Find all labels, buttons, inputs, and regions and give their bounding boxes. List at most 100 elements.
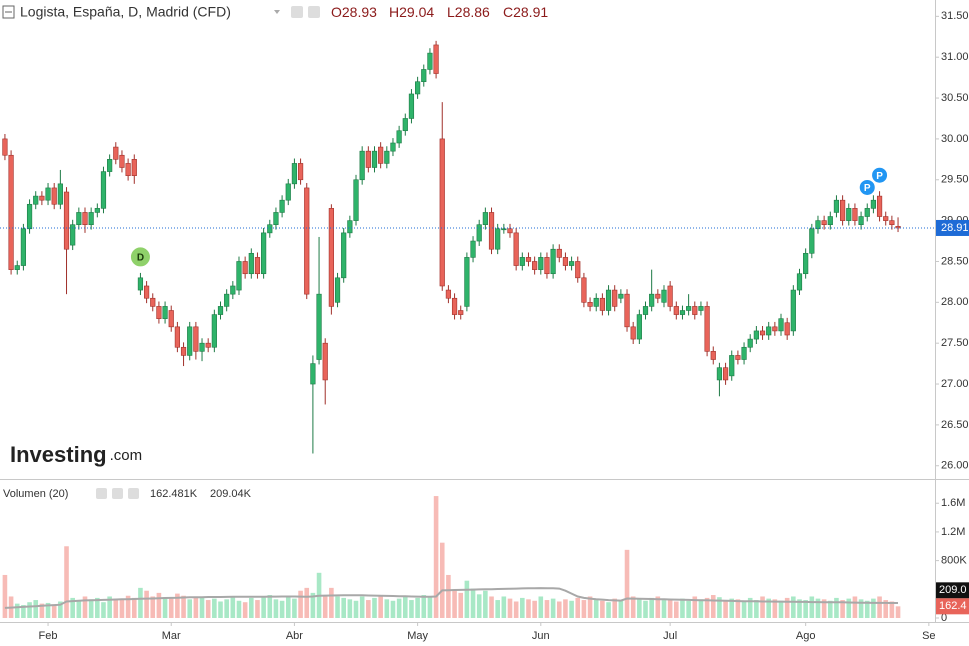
candle-body xyxy=(143,285,150,299)
x-tick-label: Se xyxy=(922,630,935,642)
candle-body xyxy=(353,179,359,221)
hide-icon[interactable] xyxy=(308,6,320,18)
candle-body xyxy=(180,346,187,356)
last-price-box xyxy=(936,219,969,236)
volume-bar xyxy=(680,598,685,618)
x-tick-label: Ago xyxy=(796,630,816,642)
volume-hide-icon[interactable] xyxy=(112,488,123,499)
volume-bar xyxy=(359,596,365,618)
event-marker xyxy=(871,166,889,184)
candle-body xyxy=(230,285,236,295)
candle-body xyxy=(150,297,156,307)
volume-bar xyxy=(692,596,698,618)
candle-body xyxy=(495,228,501,250)
candle-body xyxy=(267,224,273,234)
candle-body xyxy=(57,183,63,205)
volume-bar xyxy=(82,596,88,618)
candle-body xyxy=(747,338,753,348)
event-marker xyxy=(129,246,151,268)
volume-y-tick-label: 1.2M xyxy=(941,526,965,538)
volume-bar xyxy=(131,597,137,618)
volume-bar xyxy=(464,580,470,618)
candle-body xyxy=(254,257,261,275)
volume-bar xyxy=(304,587,310,618)
volume-bar xyxy=(520,597,525,618)
volume-bar xyxy=(538,596,544,618)
candle-body xyxy=(279,199,285,213)
candle-body xyxy=(735,355,741,360)
candle-body xyxy=(359,150,365,181)
volume-bar xyxy=(458,592,464,618)
last-price-label: 28.91 xyxy=(941,222,969,234)
volume-bar xyxy=(138,587,143,618)
candle-body xyxy=(544,257,550,275)
candle-body xyxy=(556,248,562,258)
y-tick-label: 31.50 xyxy=(941,10,969,22)
candle-body xyxy=(20,228,27,266)
candle-body xyxy=(679,310,686,315)
volume-bar xyxy=(236,600,242,618)
candle-body xyxy=(464,257,470,307)
x-tick-label: Jun xyxy=(532,630,550,642)
settings-icon[interactable] xyxy=(291,6,303,18)
toggle-icon[interactable] xyxy=(2,5,15,19)
volume-bar xyxy=(224,599,229,618)
candle-body xyxy=(217,306,224,315)
volume-bar xyxy=(495,600,500,618)
volume-bar xyxy=(193,596,199,618)
candle-body xyxy=(378,146,384,164)
volume-bar xyxy=(569,600,574,618)
candle-body xyxy=(285,183,291,201)
volume-bar xyxy=(470,588,476,618)
candle-body xyxy=(242,261,248,275)
candle-body xyxy=(784,322,790,336)
volume-settings-icon[interactable] xyxy=(96,488,107,499)
y-tick-label: 31.00 xyxy=(941,51,969,63)
candle-body xyxy=(187,326,193,356)
volume-bar xyxy=(261,596,266,618)
candle-body xyxy=(488,212,495,250)
candle-body xyxy=(876,195,883,217)
volume-bar xyxy=(298,590,303,618)
candle-body xyxy=(796,273,803,291)
candle-body xyxy=(759,330,766,336)
candle-body xyxy=(846,208,852,221)
candle-body xyxy=(113,146,119,160)
candle-body xyxy=(593,297,599,307)
volume-bar xyxy=(489,596,494,618)
candle-body xyxy=(716,367,723,381)
candle-body xyxy=(519,257,525,266)
volume-bar xyxy=(618,600,624,618)
volume-bar xyxy=(125,595,131,618)
candle-body xyxy=(415,81,421,95)
candle-body xyxy=(82,212,88,226)
volume-bar xyxy=(834,597,839,618)
candle-body xyxy=(162,306,168,319)
candle-body xyxy=(673,306,679,315)
volume-bar xyxy=(199,597,205,618)
candle-body xyxy=(365,150,371,168)
volume-bar xyxy=(476,594,482,618)
candle-body xyxy=(710,351,716,360)
volume-bar xyxy=(612,598,618,618)
dropdown-arrow[interactable] xyxy=(274,10,280,14)
candle-body xyxy=(809,228,815,254)
volume-bar xyxy=(101,602,106,618)
candle-body xyxy=(840,199,846,221)
candle-body xyxy=(421,69,427,83)
volume-bar xyxy=(279,600,285,618)
candle-body xyxy=(26,203,33,230)
candle-body xyxy=(248,252,254,275)
candle-body xyxy=(224,293,230,307)
y-tick-label: 27.50 xyxy=(941,337,969,349)
volume-bar xyxy=(729,598,735,618)
candle-body xyxy=(451,297,458,315)
volume-legend: 162.481K xyxy=(150,488,198,500)
candle-body xyxy=(39,195,45,201)
volume-close-icon[interactable] xyxy=(128,488,139,499)
candle-body xyxy=(624,293,630,328)
candle-body xyxy=(439,138,445,287)
volume-bar xyxy=(45,602,51,618)
candle-body xyxy=(8,154,14,270)
candle-body xyxy=(482,212,488,226)
